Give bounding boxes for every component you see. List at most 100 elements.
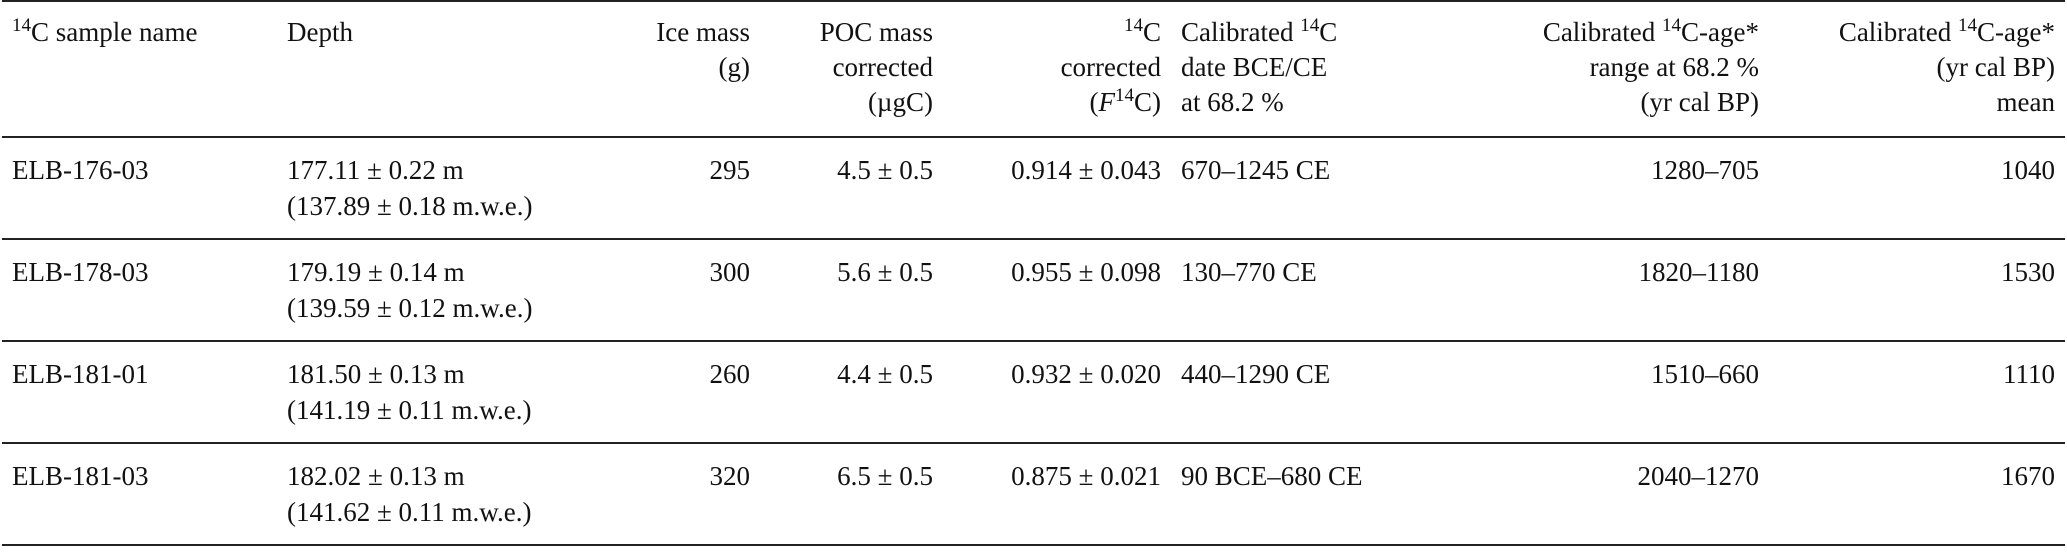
cell-depth: 181.50 ± 0.13 m (141.19 ± 0.11 m.w.e.)	[277, 341, 612, 443]
header-text: (µgC)	[867, 87, 933, 117]
cell-ice-mass: 300	[709, 257, 751, 287]
header-line: Depth	[287, 15, 602, 50]
cell-calibrated-range: 2040–1270	[1637, 461, 1760, 491]
header-text: corrected	[1060, 52, 1161, 82]
header-text: C-age*	[1681, 17, 1759, 47]
header-text: (	[1089, 87, 1099, 117]
superscript: 14	[12, 15, 31, 36]
header-line: at 68.2 %	[1181, 85, 1433, 120]
header-text: range at 68.2 %	[1589, 52, 1759, 82]
header-text: C sample name	[31, 17, 198, 47]
table-row: ELB-176-03 177.11 ± 0.22 m (137.89 ± 0.18 …	[2, 137, 2065, 239]
header-line: (yr cal BP)	[1453, 85, 1759, 120]
header-line: corrected	[770, 50, 933, 85]
header-text: Calibrated	[1542, 17, 1663, 47]
superscript: 14	[1123, 15, 1143, 36]
table-row: ELB-181-03 182.02 ± 0.13 m (141.62 ± 0.11 …	[2, 443, 2065, 545]
cell-calibrated-mean: 1530	[2001, 257, 2055, 287]
cell-calibrated-range: 1820–1180	[1638, 257, 1760, 287]
depth-water-equivalent: (137.89 ± 0.18 m.w.e.)	[287, 191, 533, 221]
header-row: 14C sample name Depth Ice mass (g) POC mass c…	[2, 1, 2065, 137]
cell-calibrated-date: 130–770 CE	[1181, 257, 1317, 287]
cell-calibrated-date: 90 BCE–680 CE	[1181, 461, 1363, 491]
table-row: ELB-181-01 181.50 ± 0.13 m (141.19 ± 0.11 …	[2, 341, 2065, 443]
superscript: 14	[1115, 85, 1134, 106]
cell-f14c: 0.875 ± 0.021	[1011, 461, 1161, 491]
cell-calibrated-range: 1510–660	[1651, 359, 1759, 389]
header-line: POC mass	[770, 15, 933, 50]
cell-f14c: 0.955 ± 0.098	[1011, 257, 1161, 287]
header-line: corrected	[953, 50, 1161, 85]
header-cal-mean: Calibrated 14C-age* (yr cal BP) mean	[1769, 1, 2065, 137]
table-row: ELB-178-03 179.19 ± 0.14 m (139.59 ± 0.12 …	[2, 239, 2065, 341]
cell-poc-mass: 5.6 ± 0.5	[837, 257, 933, 287]
header-cal-range: Calibrated 14C-age* range at 68.2 % (yr ca…	[1443, 1, 1769, 137]
cell-calibrated-date: 670–1245 CE	[1181, 155, 1331, 185]
depth-meters: 179.19 ± 0.14 m	[287, 257, 465, 287]
header-text: C)	[1134, 87, 1161, 117]
header-text: C-age*	[1977, 17, 2055, 47]
header-text: (yr cal BP)	[1936, 52, 2055, 82]
header-line: 14C	[953, 15, 1161, 50]
header-line: Calibrated 14C-age*	[1779, 15, 2055, 50]
radiocarbon-results-table: 14C sample name Depth Ice mass (g) POC mass c…	[2, 0, 2065, 546]
cell-depth: 177.11 ± 0.22 m (137.89 ± 0.18 m.w.e.)	[277, 137, 612, 239]
cell-f14c: 0.932 ± 0.020	[1011, 359, 1161, 389]
header-line: Ice mass	[622, 15, 750, 50]
header-line: date BCE/CE	[1181, 50, 1433, 85]
header-text: Calibrated	[1838, 17, 1959, 47]
header-line: (yr cal BP)	[1779, 50, 2055, 85]
table-body: ELB-176-03 177.11 ± 0.22 m (137.89 ± 0.18 …	[2, 137, 2065, 545]
header-text: C	[1142, 17, 1161, 47]
header-line: 14C sample name	[12, 15, 267, 50]
header-text: mean	[1996, 87, 2055, 117]
header-text: Ice mass	[656, 17, 750, 47]
depth-meters: 181.50 ± 0.13 m	[287, 359, 465, 389]
cell-poc-mass: 4.5 ± 0.5	[837, 155, 933, 185]
header-text: (g)	[718, 52, 750, 82]
cell-sample-name: ELB-181-03	[12, 461, 149, 491]
header-line: Calibrated 14C-age*	[1453, 15, 1759, 50]
cell-sample-name: ELB-176-03	[12, 155, 149, 185]
header-text: at 68.2 %	[1181, 87, 1284, 117]
header-text: (yr cal BP)	[1640, 87, 1759, 117]
depth-water-equivalent: (141.62 ± 0.11 m.w.e.)	[287, 497, 532, 527]
header-text: F	[1098, 87, 1116, 117]
header-depth: Depth	[277, 1, 612, 137]
cell-poc-mass: 6.5 ± 0.5	[837, 461, 933, 491]
header-text: POC mass	[819, 17, 933, 47]
cell-calibrated-date: 440–1290 CE	[1181, 359, 1331, 389]
depth-meters: 177.11 ± 0.22 m	[287, 155, 464, 185]
cell-calibrated-mean: 1670	[2001, 461, 2055, 491]
cell-depth: 179.19 ± 0.14 m (139.59 ± 0.12 m.w.e.)	[277, 239, 612, 341]
header-text: corrected	[832, 52, 933, 82]
cell-poc-mass: 4.4 ± 0.5	[837, 359, 933, 389]
cell-calibrated-range: 1280–705	[1651, 155, 1759, 185]
header-line: (g)	[622, 50, 750, 85]
cell-ice-mass: 260	[709, 359, 751, 389]
header-line: (µgC)	[770, 85, 933, 120]
cell-calibrated-mean: 1110	[2003, 359, 2055, 389]
header-f14c: 14C corrected (F14C)	[943, 1, 1171, 137]
superscript: 14	[1300, 15, 1320, 36]
cell-depth: 182.02 ± 0.13 m (141.62 ± 0.11 m.w.e.)	[277, 443, 612, 545]
table-container: 14C sample name Depth Ice mass (g) POC mass c…	[2, 0, 2065, 546]
superscript: 14	[1958, 15, 1978, 36]
header-text: date BCE/CE	[1181, 52, 1328, 82]
header-ice-mass: Ice mass (g)	[612, 1, 760, 137]
cell-ice-mass: 295	[709, 155, 751, 185]
depth-meters: 182.02 ± 0.13 m	[287, 461, 465, 491]
header-line: mean	[1779, 85, 2055, 120]
header-cal-date: Calibrated 14C date BCE/CE at 68.2 %	[1171, 1, 1443, 137]
header-text: C	[1319, 17, 1338, 47]
header-sample: 14C sample name	[2, 1, 277, 137]
header-line: Calibrated 14C	[1181, 15, 1433, 50]
header-text: Calibrated	[1181, 17, 1301, 47]
cell-calibrated-mean: 1040	[2001, 155, 2055, 185]
cell-sample-name: ELB-181-01	[12, 359, 149, 389]
depth-water-equivalent: (139.59 ± 0.12 m.w.e.)	[287, 293, 533, 323]
header-line: (F14C)	[953, 85, 1162, 120]
cell-f14c: 0.914 ± 0.043	[1011, 155, 1161, 185]
superscript: 14	[1662, 15, 1682, 36]
header-poc-mass: POC mass corrected (µgC)	[760, 1, 943, 137]
